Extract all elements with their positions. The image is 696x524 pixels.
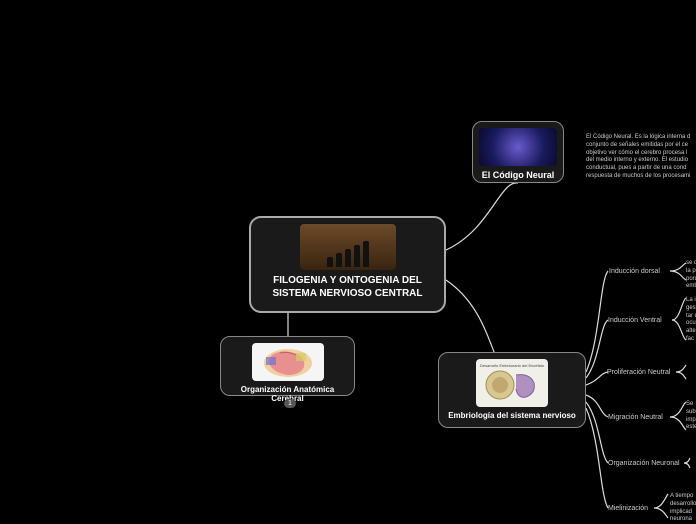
- sublabel-embriologia-1-desc: La in gesta tar d ocurr alte fac: [686, 297, 696, 344]
- node-codigo-title: El Código Neural: [479, 170, 557, 180]
- node-embriologia-title: Embriología del sistema nervioso: [445, 411, 579, 420]
- sublabel-embriologia-4[interactable]: Organización Neuronal: [608, 460, 680, 467]
- sublabel-embriologia-5-desc: A tiempo desarrollo implicad neurona: [670, 493, 696, 524]
- node-codigo-image: [479, 128, 557, 166]
- sublabel-embriologia-5[interactable]: Mielinización: [608, 505, 648, 512]
- sublabel-embriologia-3[interactable]: Migración Neutral: [608, 414, 663, 421]
- sublabel-embriologia-3-desc: Se sub impl este: [686, 401, 696, 432]
- sublabel-embriologia-1[interactable]: Inducción Ventral: [608, 317, 662, 324]
- sublabel-embriologia-0[interactable]: Inducción dorsal: [609, 268, 660, 275]
- node-embriologia[interactable]: Desarrollo Embrionario del Encéfalo Embri…: [438, 352, 586, 428]
- central-node-image: [300, 224, 396, 270]
- node-embriologia-image: Desarrollo Embrionario del Encéfalo: [476, 359, 548, 407]
- node-organizacion-image: [252, 343, 324, 381]
- node-codigo-desc: El Código Neural. Es la lógica interna d…: [586, 134, 690, 181]
- svg-text:Desarrollo Embrionario del Enc: Desarrollo Embrionario del Encéfalo: [480, 363, 545, 368]
- node-codigo[interactable]: El Código Neural: [472, 121, 564, 183]
- node-organizacion-badge: 1: [284, 399, 296, 408]
- central-node[interactable]: FILOGENIA Y ONTOGENIA DEL SISTEMA NERVIO…: [249, 216, 446, 313]
- sublabel-embriologia-2[interactable]: Proliferación Neutral: [607, 369, 670, 376]
- central-node-title: FILOGENIA Y ONTOGENIA DEL SISTEMA NERVIO…: [257, 274, 438, 300]
- node-organizacion[interactable]: Organización Anatómica Cerebral: [220, 336, 355, 396]
- sublabel-embriologia-0-desc: se d la pla porq emb: [686, 260, 696, 291]
